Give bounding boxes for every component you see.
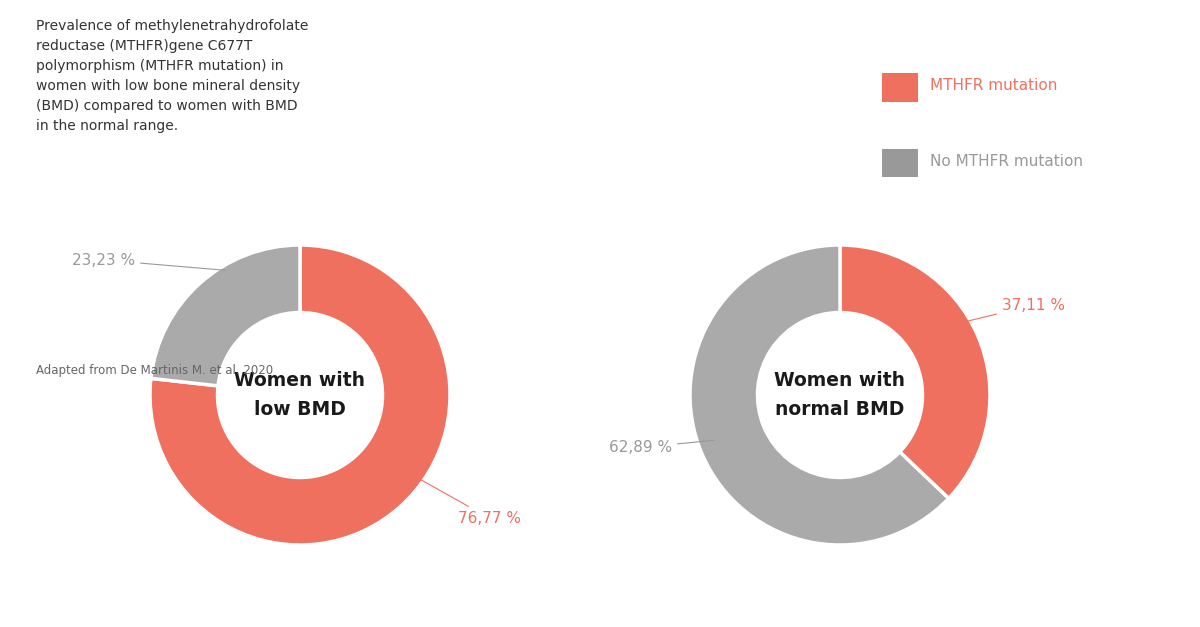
Text: 62,89 %: 62,89 % [608,440,714,455]
Text: 76,77 %: 76,77 % [420,479,521,525]
Text: MTHFR mutation: MTHFR mutation [930,78,1057,93]
Text: 23,23 %: 23,23 % [72,253,226,270]
Text: Prevalence of methylenetrahydrofolate
reductase (MTHFR)gene C677T
polymorphism (: Prevalence of methylenetrahydrofolate re… [36,19,308,133]
Text: No MTHFR mutation: No MTHFR mutation [930,154,1084,169]
Wedge shape [151,245,300,386]
Text: Adapted from De Martinis M. et al. 2020: Adapted from De Martinis M. et al. 2020 [36,364,274,377]
Wedge shape [150,245,450,545]
Text: Women with
low BMD: Women with low BMD [234,371,366,419]
Text: 37,11 %: 37,11 % [962,297,1066,322]
Wedge shape [690,245,949,545]
Text: Women with
normal BMD: Women with normal BMD [774,371,906,419]
Wedge shape [840,245,990,498]
